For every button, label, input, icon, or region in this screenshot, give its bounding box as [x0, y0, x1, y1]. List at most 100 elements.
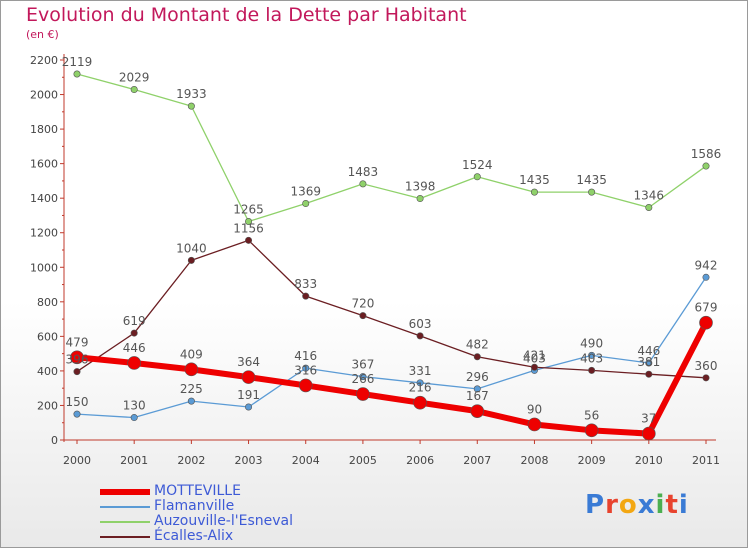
data-label-motteville: 266: [351, 372, 374, 386]
y-tick-label: 2200: [30, 54, 58, 67]
x-tick-label: 2002: [177, 454, 205, 467]
legend-swatch: [100, 489, 150, 495]
legend-swatch: [100, 521, 150, 523]
data-label--calles-alix: 421: [523, 348, 546, 362]
series-line-flamanville: [76, 276, 707, 419]
chart-title: Evolution du Montant de la Dette par Hab…: [26, 4, 467, 26]
data-label-auzouville-l-esneval: 2029: [119, 71, 150, 85]
data-label-motteville: 446: [123, 341, 146, 355]
proxiti-logo: Proxiti: [585, 490, 689, 520]
data-label-flamanville: 942: [695, 258, 718, 272]
y-tick-label: 1200: [30, 227, 58, 240]
data-label--calles-alix: 720: [351, 297, 374, 311]
data-point--calles-alix: [473, 353, 481, 361]
data-point-motteville: [241, 370, 256, 384]
data-label--calles-alix: 619: [123, 314, 146, 328]
data-point-auzouville-l-esneval: [302, 200, 310, 208]
x-tick-label: 2006: [406, 454, 434, 467]
data-point--calles-alix: [130, 329, 138, 337]
data-label--calles-alix: 381: [637, 355, 660, 369]
data-label-auzouville-l-esneval: 1586: [691, 147, 722, 161]
y-tick-label: 1400: [30, 192, 58, 205]
data-label--calles-alix: 482: [466, 338, 489, 352]
data-label-auzouville-l-esneval: 1265: [233, 203, 264, 217]
data-label-auzouville-l-esneval: 1435: [519, 173, 550, 187]
data-label-flamanville: 225: [180, 382, 203, 396]
y-tick-label: 1600: [30, 158, 58, 171]
data-point-flamanville: [73, 410, 81, 418]
data-label--calles-alix: 360: [695, 359, 718, 373]
data-label-flamanville: 416: [294, 349, 317, 363]
data-point--calles-alix: [245, 236, 253, 244]
data-point-auzouville-l-esneval: [73, 70, 81, 78]
data-point-motteville: [298, 378, 313, 393]
data-point--calles-alix: [359, 312, 367, 320]
data-point-auzouville-l-esneval: [473, 173, 481, 181]
data-label-motteville: 316: [294, 363, 317, 377]
data-point-auzouville-l-esneval: [645, 204, 653, 212]
data-label--calles-alix: 1156: [233, 221, 264, 235]
data-point-flamanville: [245, 403, 253, 411]
legend-swatch: [100, 536, 150, 538]
series-line-motteville: [74, 319, 709, 437]
legend-label: MOTTEVILLE: [154, 483, 241, 499]
data-label-motteville: 479: [66, 335, 89, 349]
data-point-auzouville-l-esneval: [130, 86, 138, 94]
data-label-auzouville-l-esneval: 1346: [634, 189, 665, 203]
data-label-flamanville: 296: [466, 370, 489, 384]
data-label-motteville: 37: [641, 412, 656, 426]
data-point-flamanville: [473, 385, 481, 393]
data-point-auzouville-l-esneval: [702, 162, 710, 170]
data-point-motteville: [127, 356, 141, 370]
data-point-flamanville: [359, 373, 367, 381]
data-label--calles-alix: 403: [580, 351, 603, 365]
y-tick-label: 1000: [30, 261, 58, 274]
data-label--calles-alix: 833: [294, 277, 317, 291]
y-tick-label: 600: [37, 330, 58, 343]
data-label-flamanville: 367: [351, 358, 374, 372]
data-point-auzouville-l-esneval: [245, 218, 253, 226]
data-point-flamanville: [302, 364, 310, 372]
data-point--calles-alix: [645, 370, 653, 378]
data-point-motteville: [70, 350, 84, 365]
y-tick-label: 2000: [30, 89, 58, 102]
data-label-flamanville: 150: [66, 395, 89, 409]
data-label-flamanville: 130: [123, 399, 146, 413]
data-point-motteville: [356, 387, 370, 401]
data-label-motteville: 90: [527, 402, 542, 416]
data-label-auzouville-l-esneval: 1435: [576, 173, 607, 187]
data-point-flamanville: [588, 351, 596, 359]
data-label-motteville: 409: [180, 347, 203, 361]
data-point--calles-alix: [187, 256, 195, 264]
data-label-auzouville-l-esneval: 1933: [176, 87, 207, 101]
x-tick-label: 2011: [692, 454, 720, 467]
data-label-auzouville-l-esneval: 2119: [62, 55, 93, 69]
data-label-flamanville: 490: [580, 336, 603, 350]
data-point--calles-alix: [702, 374, 710, 382]
series-line--calles-alix: [76, 239, 707, 379]
chart-subtitle: (en €): [26, 28, 59, 41]
data-label-flamanville: 403: [523, 351, 546, 365]
data-point-flamanville: [702, 273, 710, 281]
data-point--calles-alix: [588, 366, 596, 374]
legend-label: Auzouville-l'Esneval: [154, 513, 293, 529]
data-point-flamanville: [645, 359, 653, 367]
data-label-motteville: 167: [466, 389, 489, 403]
legend-label: Flamanville: [154, 498, 235, 514]
data-label-flamanville: 191: [237, 388, 260, 402]
data-label--calles-alix: 603: [409, 317, 432, 331]
data-point--calles-alix: [302, 292, 310, 300]
data-point-flamanville: [187, 397, 195, 405]
x-tick-label: 2003: [235, 454, 263, 467]
y-tick-label: 0: [51, 434, 58, 447]
data-point--calles-alix: [73, 368, 81, 376]
data-label-motteville: 679: [695, 301, 718, 315]
data-label-motteville: 216: [409, 381, 432, 395]
series-line-auzouville-l-esneval: [76, 73, 707, 223]
x-tick-label: 2000: [63, 454, 91, 467]
y-tick-label: 800: [37, 296, 58, 309]
data-label--calles-alix: 1040: [176, 241, 207, 255]
legend-swatch: [100, 506, 150, 508]
x-tick-label: 2008: [520, 454, 548, 467]
